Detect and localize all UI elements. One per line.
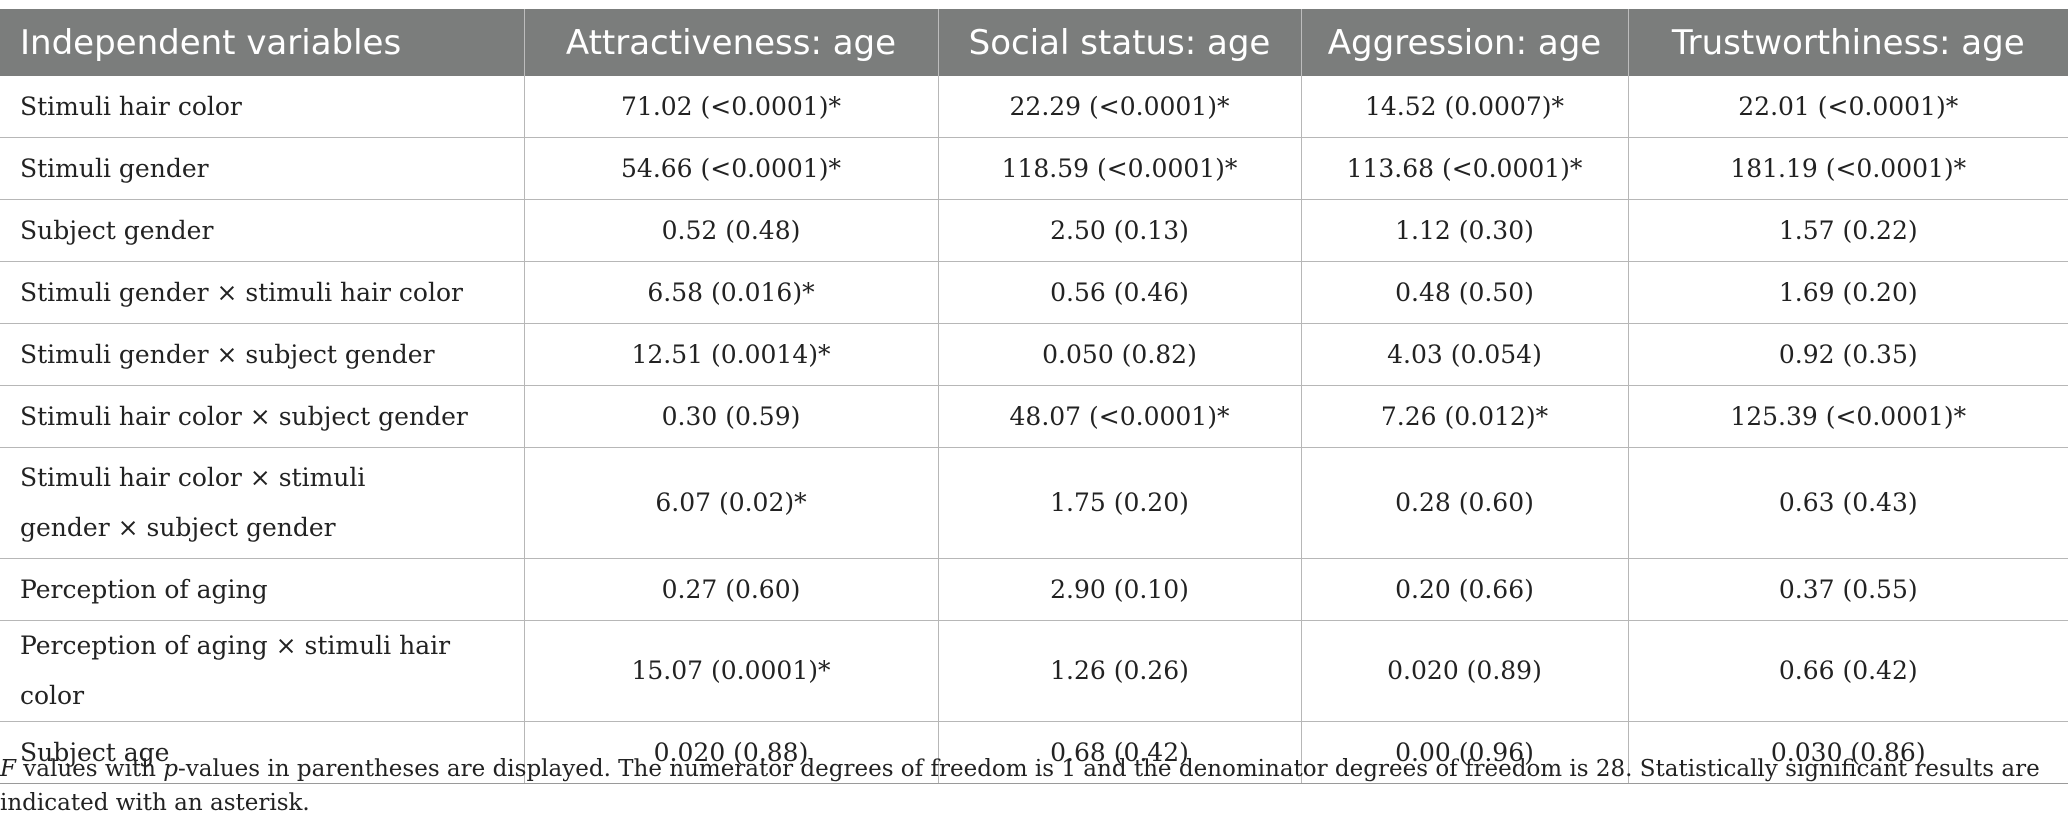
table-row: Perception of aging × stimuli hair color… bbox=[0, 620, 2068, 722]
cell-attractiveness: 6.58 (0.016)* bbox=[524, 261, 939, 324]
row-label: Stimuli gender × stimuli hair color bbox=[0, 261, 525, 324]
header-attractiveness-age: Attractiveness: age bbox=[524, 9, 939, 76]
cell-trustworthiness: 125.39 (<0.0001)* bbox=[1628, 385, 2068, 448]
table-row: Stimuli gender × stimuli hair color 6.58… bbox=[0, 261, 2068, 324]
cell-social-status: 0.56 (0.46) bbox=[938, 261, 1302, 324]
table-row: Stimuli hair color × subject gender 0.30… bbox=[0, 385, 2068, 448]
row-label-line-2: gender × subject gender bbox=[20, 513, 336, 542]
cell-aggression: 0.28 (0.60) bbox=[1301, 447, 1629, 559]
row-label: Perception of aging × stimuli hair color bbox=[0, 620, 525, 722]
cell-trustworthiness: 181.19 (<0.0001)* bbox=[1628, 137, 2068, 200]
cell-attractiveness: 54.66 (<0.0001)* bbox=[524, 137, 939, 200]
cell-attractiveness: 0.52 (0.48) bbox=[524, 199, 939, 262]
cell-social-status: 0.68 (0.42) bbox=[938, 721, 1302, 784]
anova-results-table: Independent variables Attractiveness: ag… bbox=[0, 9, 2068, 784]
cell-aggression: 7.26 (0.012)* bbox=[1301, 385, 1629, 448]
cell-attractiveness: 0.27 (0.60) bbox=[524, 558, 939, 621]
cell-attractiveness: 6.07 (0.02)* bbox=[524, 447, 939, 559]
cell-attractiveness: 15.07 (0.0001)* bbox=[524, 620, 939, 722]
row-label: Stimuli hair color × stimuli gender × sub… bbox=[0, 447, 525, 559]
cell-social-status: 48.07 (<0.0001)* bbox=[938, 385, 1302, 448]
table-row: Stimuli gender × subject gender 12.51 (0… bbox=[0, 323, 2068, 386]
row-label: Stimuli hair color bbox=[0, 76, 525, 138]
cell-trustworthiness: 1.69 (0.20) bbox=[1628, 261, 2068, 324]
footnote-p-symbol: p bbox=[163, 756, 179, 782]
cell-trustworthiness: 1.57 (0.22) bbox=[1628, 199, 2068, 262]
cell-trustworthiness: 0.66 (0.42) bbox=[1628, 620, 2068, 722]
header-independent-variables: Independent variables bbox=[0, 9, 525, 76]
cell-attractiveness: 12.51 (0.0014)* bbox=[524, 323, 939, 386]
cell-attractiveness: 0.30 (0.59) bbox=[524, 385, 939, 448]
table-row: Stimuli gender 54.66 (<0.0001)* 118.59 (… bbox=[0, 137, 2068, 200]
cell-aggression: 0.20 (0.66) bbox=[1301, 558, 1629, 621]
cell-social-status: 1.26 (0.26) bbox=[938, 620, 1302, 722]
cell-attractiveness: 0.020 (0.88) bbox=[524, 721, 939, 784]
cell-attractiveness: 71.02 (<0.0001)* bbox=[524, 76, 939, 138]
row-label: Perception of aging bbox=[0, 558, 525, 621]
cell-aggression: 1.12 (0.30) bbox=[1301, 199, 1629, 262]
header-trustworthiness-age: Trustworthiness: age bbox=[1628, 9, 2068, 76]
results-table-container: Independent variables Attractiveness: ag… bbox=[0, 9, 2068, 784]
cell-social-status: 22.29 (<0.0001)* bbox=[938, 76, 1302, 138]
cell-social-status: 118.59 (<0.0001)* bbox=[938, 137, 1302, 200]
cell-aggression: 0.00 (0.96) bbox=[1301, 721, 1629, 784]
row-label-line-1: Stimuli hair color × stimuli bbox=[20, 463, 366, 492]
cell-social-status: 2.90 (0.10) bbox=[938, 558, 1302, 621]
header-aggression-age: Aggression: age bbox=[1301, 9, 1629, 76]
table-footnote: F values with p-values in parentheses ar… bbox=[0, 752, 2060, 820]
row-label: Stimuli hair color × subject gender bbox=[0, 385, 525, 448]
row-label: Subject gender bbox=[0, 199, 525, 262]
row-label: Subject age bbox=[0, 721, 525, 784]
table-header: Independent variables Attractiveness: ag… bbox=[0, 9, 2068, 76]
table-row: Stimuli hair color 71.02 (<0.0001)* 22.2… bbox=[0, 76, 2068, 138]
header-row: Independent variables Attractiveness: ag… bbox=[0, 9, 2068, 76]
table-row: Subject gender 0.52 (0.48) 2.50 (0.13) 1… bbox=[0, 199, 2068, 262]
table-row: Perception of aging 0.27 (0.60) 2.90 (0.… bbox=[0, 558, 2068, 621]
table-row: Stimuli hair color × stimuli gender × sub… bbox=[0, 447, 2068, 559]
cell-social-status: 2.50 (0.13) bbox=[938, 199, 1302, 262]
table-row: Subject age 0.020 (0.88) 0.68 (0.42) 0.0… bbox=[0, 721, 2068, 784]
header-social-status-age: Social status: age bbox=[938, 9, 1302, 76]
cell-aggression: 4.03 (0.054) bbox=[1301, 323, 1629, 386]
cell-aggression: 14.52 (0.0007)* bbox=[1301, 76, 1629, 138]
cell-trustworthiness: 22.01 (<0.0001)* bbox=[1628, 76, 2068, 138]
row-label: Stimuli gender bbox=[0, 137, 525, 200]
cell-trustworthiness: 0.92 (0.35) bbox=[1628, 323, 2068, 386]
row-label: Stimuli gender × subject gender bbox=[0, 323, 525, 386]
cell-aggression: 0.020 (0.89) bbox=[1301, 620, 1629, 722]
cell-social-status: 0.050 (0.82) bbox=[938, 323, 1302, 386]
cell-aggression: 113.68 (<0.0001)* bbox=[1301, 137, 1629, 200]
footnote-text-part-1: values with bbox=[15, 756, 164, 782]
cell-social-status: 1.75 (0.20) bbox=[938, 447, 1302, 559]
cell-trustworthiness: 0.37 (0.55) bbox=[1628, 558, 2068, 621]
footnote-text-part-2: -values in parentheses are displayed. Th… bbox=[0, 756, 2040, 816]
cell-trustworthiness: 0.030 (0.86) bbox=[1628, 721, 2068, 784]
cell-trustworthiness: 0.63 (0.43) bbox=[1628, 447, 2068, 559]
footnote-f-symbol: F bbox=[0, 756, 16, 782]
cell-aggression: 0.48 (0.50) bbox=[1301, 261, 1629, 324]
table-body: Stimuli hair color 71.02 (<0.0001)* 22.2… bbox=[0, 76, 2068, 784]
